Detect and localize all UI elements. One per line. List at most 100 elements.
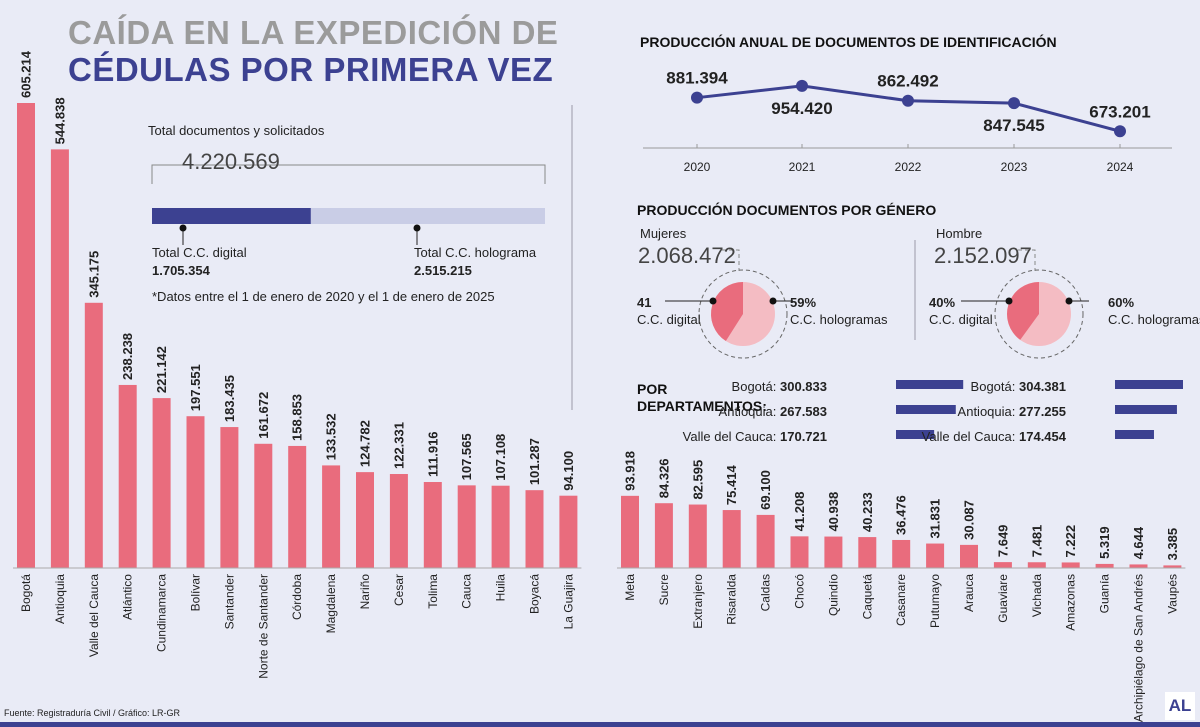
bar-value-label: 41.208 xyxy=(792,492,807,532)
women-dept-row-1: Bogotá: 300.833 xyxy=(732,379,827,394)
bar-12 xyxy=(389,474,408,568)
bar-5 xyxy=(756,514,775,568)
bar-value-label: 5.319 xyxy=(1097,526,1112,559)
bar-3 xyxy=(688,504,707,568)
bar-3 xyxy=(84,302,103,568)
dept-value: 300.833 xyxy=(780,379,827,394)
bar-5 xyxy=(152,398,171,568)
bar-category-label: Meta xyxy=(623,574,637,601)
annual-title: PRODUCCIÓN ANUAL DE DOCUMENTOS DE IDENTI… xyxy=(640,34,1057,50)
bar-value-label: 75.414 xyxy=(724,465,739,506)
digital-total-label: Total C.C. digital xyxy=(152,245,247,260)
bar-category-label: Atlántico xyxy=(121,574,135,620)
bar-value-label: 107.565 xyxy=(459,433,474,480)
women-digital-dot xyxy=(709,297,717,305)
men-dept-bar-3 xyxy=(1115,430,1154,439)
annual-year-label: 2024 xyxy=(1107,160,1134,174)
annual-value-label: 847.545 xyxy=(983,116,1044,135)
men-dept-row-2: Antioquia: 277.255 xyxy=(958,404,1066,419)
women-pie-digital-slice xyxy=(711,282,743,342)
bar-7 xyxy=(220,427,239,568)
bar-15 xyxy=(1095,563,1114,568)
women-pie-ring xyxy=(698,269,788,359)
bar-6 xyxy=(790,536,809,568)
bar-category-label: Valle del Cauca xyxy=(87,574,101,657)
bar-category-label: Huila xyxy=(494,574,508,602)
bar-category-label: Chocó xyxy=(793,574,807,609)
bar-category-label: Vaupés xyxy=(1165,574,1179,614)
men-pie-digital-slice xyxy=(1007,282,1039,340)
men-digital-dot xyxy=(1005,297,1013,305)
dept-name: Valle del Cauca: xyxy=(921,429,1016,444)
bar-value-label: 161.672 xyxy=(256,392,271,439)
women-holo-dot xyxy=(769,297,777,305)
men-dept-bar-1 xyxy=(1115,380,1183,389)
annual-series-line xyxy=(696,84,1121,133)
bar-value-label: 40.938 xyxy=(826,492,841,532)
bar-category-label: Córdoba xyxy=(290,574,304,620)
men-name: Hombre xyxy=(936,226,983,241)
men-pie-ring xyxy=(994,269,1084,359)
bar-value-label: 30.087 xyxy=(962,500,977,540)
dept-value: 174.454 xyxy=(1019,429,1066,444)
bar-category-label: Sucre xyxy=(657,574,671,606)
dept-name: Antioquia: xyxy=(718,404,777,419)
annual-point xyxy=(1008,97,1020,110)
bar-15 xyxy=(491,485,510,568)
bar-14 xyxy=(1061,562,1080,568)
annual-point xyxy=(1114,125,1126,138)
annual-year-label: 2023 xyxy=(1001,160,1028,174)
men-bracket xyxy=(1018,249,1036,271)
women-name: Mujeres xyxy=(640,226,687,241)
bar-value-label: 544.838 xyxy=(52,97,67,144)
men-dept-row-3: Valle del Cauca: 174.454 xyxy=(922,429,1066,444)
dept-name: Bogotá: xyxy=(731,379,777,394)
annual-year-label: 2020 xyxy=(684,160,711,174)
bar-category-label: Norte de Santander xyxy=(256,574,270,679)
men-digital-pct: 40% xyxy=(929,295,956,310)
bar-17 xyxy=(1163,565,1182,568)
bar-11 xyxy=(960,544,978,568)
bar-2 xyxy=(654,503,673,568)
bar-value-label: 84.326 xyxy=(656,458,671,498)
bar-11 xyxy=(356,472,374,568)
bar-14 xyxy=(457,485,476,568)
holo-leader-dot xyxy=(413,224,421,232)
men-dept-bar-2 xyxy=(1115,405,1177,414)
bar-value-label: 40.233 xyxy=(860,492,875,532)
men-holo-pct: 60% xyxy=(1108,295,1135,310)
bar-value-label: 3.385 xyxy=(1165,528,1180,561)
bar-category-label: Guaviare xyxy=(996,574,1010,623)
bar-category-label: Antioquia xyxy=(53,574,67,624)
annual-value-label: 881.394 xyxy=(666,69,728,88)
bar-7 xyxy=(824,536,843,568)
bar-value-label: 221.142 xyxy=(154,346,169,393)
publisher-logo: AL xyxy=(1165,692,1195,720)
bar-value-label: 36.476 xyxy=(894,495,909,535)
dept-value: 277.255 xyxy=(1019,404,1066,419)
bar-value-label: 111.916 xyxy=(425,431,440,477)
bar-category-label: Tolima xyxy=(426,574,440,609)
annual-point xyxy=(691,91,703,104)
bar-12 xyxy=(993,562,1012,568)
bar-value-label: 107.108 xyxy=(493,434,508,481)
bar-value-label: 122.331 xyxy=(391,422,406,469)
dept-name: Antioquia: xyxy=(957,404,1016,419)
bar-category-label: Cundinamarca xyxy=(155,574,169,652)
bar-category-label: Caldas xyxy=(759,574,773,611)
bar-10 xyxy=(322,465,341,568)
bar-category-label: Cesar xyxy=(392,574,406,606)
annual-value-label: 862.492 xyxy=(877,72,938,91)
women-dept-bar-1 xyxy=(896,380,964,389)
bar-category-label: Extranjero xyxy=(691,574,705,629)
dept-value: 267.583 xyxy=(780,404,827,419)
annual-year-label: 2022 xyxy=(895,160,922,174)
bar-value-label: 133.532 xyxy=(324,413,339,460)
bar-2 xyxy=(50,149,69,568)
dept-title-2: DEPARTAMENTOS: xyxy=(637,398,767,414)
bar-category-label: Amazonas xyxy=(1064,574,1078,631)
bar-9 xyxy=(892,539,911,568)
annual-year-label: 2021 xyxy=(789,160,816,174)
men-holo-dot xyxy=(1065,297,1073,305)
